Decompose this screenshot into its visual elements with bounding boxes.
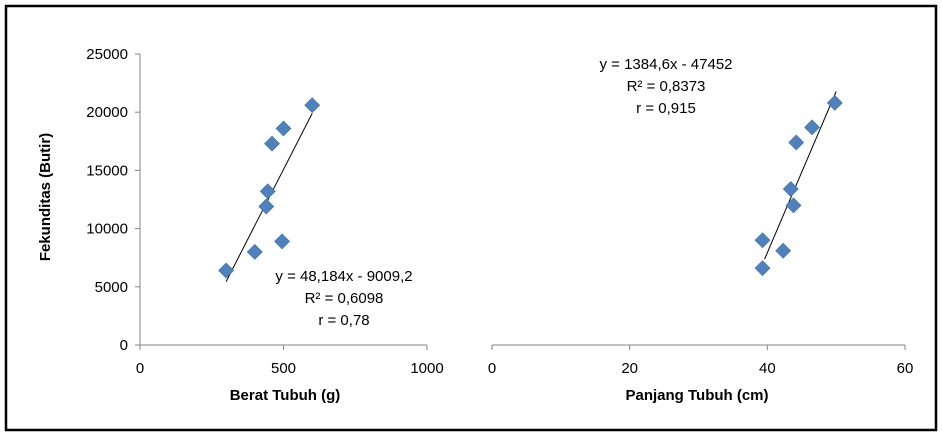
data-point [258,198,275,215]
y-tick-label: 10000 [86,221,128,238]
data-point [782,181,799,197]
data-point [785,197,802,214]
data-point [754,232,771,249]
data-point [259,183,276,200]
data-point [246,243,263,260]
regression-annotation-line: y = 1384,6x - 47452 [599,56,732,73]
y-tick-label: 25000 [86,46,128,63]
data-point [826,94,843,111]
data-point [218,262,235,279]
data-point [788,134,805,151]
x-axis-title-panjang-tubuh: Panjang Tubuh (cm) [625,387,768,404]
regression-annotation-line: r = 0,78 [318,312,369,329]
data-point [304,97,321,114]
data-point [775,242,792,259]
trendline [764,91,837,260]
x-tick-label: 60 [897,360,914,377]
regression-annotation-line: y = 48,184x - 9009,2 [275,268,412,285]
x-tick-label: 1000 [410,360,443,377]
y-tick-label: 20000 [86,104,128,121]
chart-panel-berat-tubuh: Berat Tubuh (g) 0 500 10000500010000150002… [86,46,443,404]
x-tick-label: 500 [271,360,296,377]
regression-annotation-line: r = 0,915 [636,100,696,117]
x-tick-label: 0 [136,360,144,377]
x-axis-title-berat-tubuh: Berat Tubuh (g) [230,387,341,404]
y-tick-label: 15000 [86,162,128,179]
data-point [274,233,290,250]
x-tick-label: 40 [759,360,776,377]
y-tick-label: 0 [120,337,128,354]
chart-panel-panjang-tubuh: Panjang Tubuh (cm) 0 20 40 60 y = 1384,6x - … [488,56,914,404]
x-tick-label: 0 [488,360,496,377]
regression-annotation-line: R² = 0,6098 [305,290,384,307]
x-tick-label: 20 [621,360,638,377]
y-axis-title: Fekunditas (Butir) [37,133,54,261]
data-point [754,260,771,277]
figure-frame [4,4,938,432]
data-point [275,120,292,137]
data-point [264,135,280,152]
data-point [804,119,820,136]
y-tick-label: 5000 [95,279,128,296]
regression-annotation-line: R² = 0,8373 [627,78,706,95]
